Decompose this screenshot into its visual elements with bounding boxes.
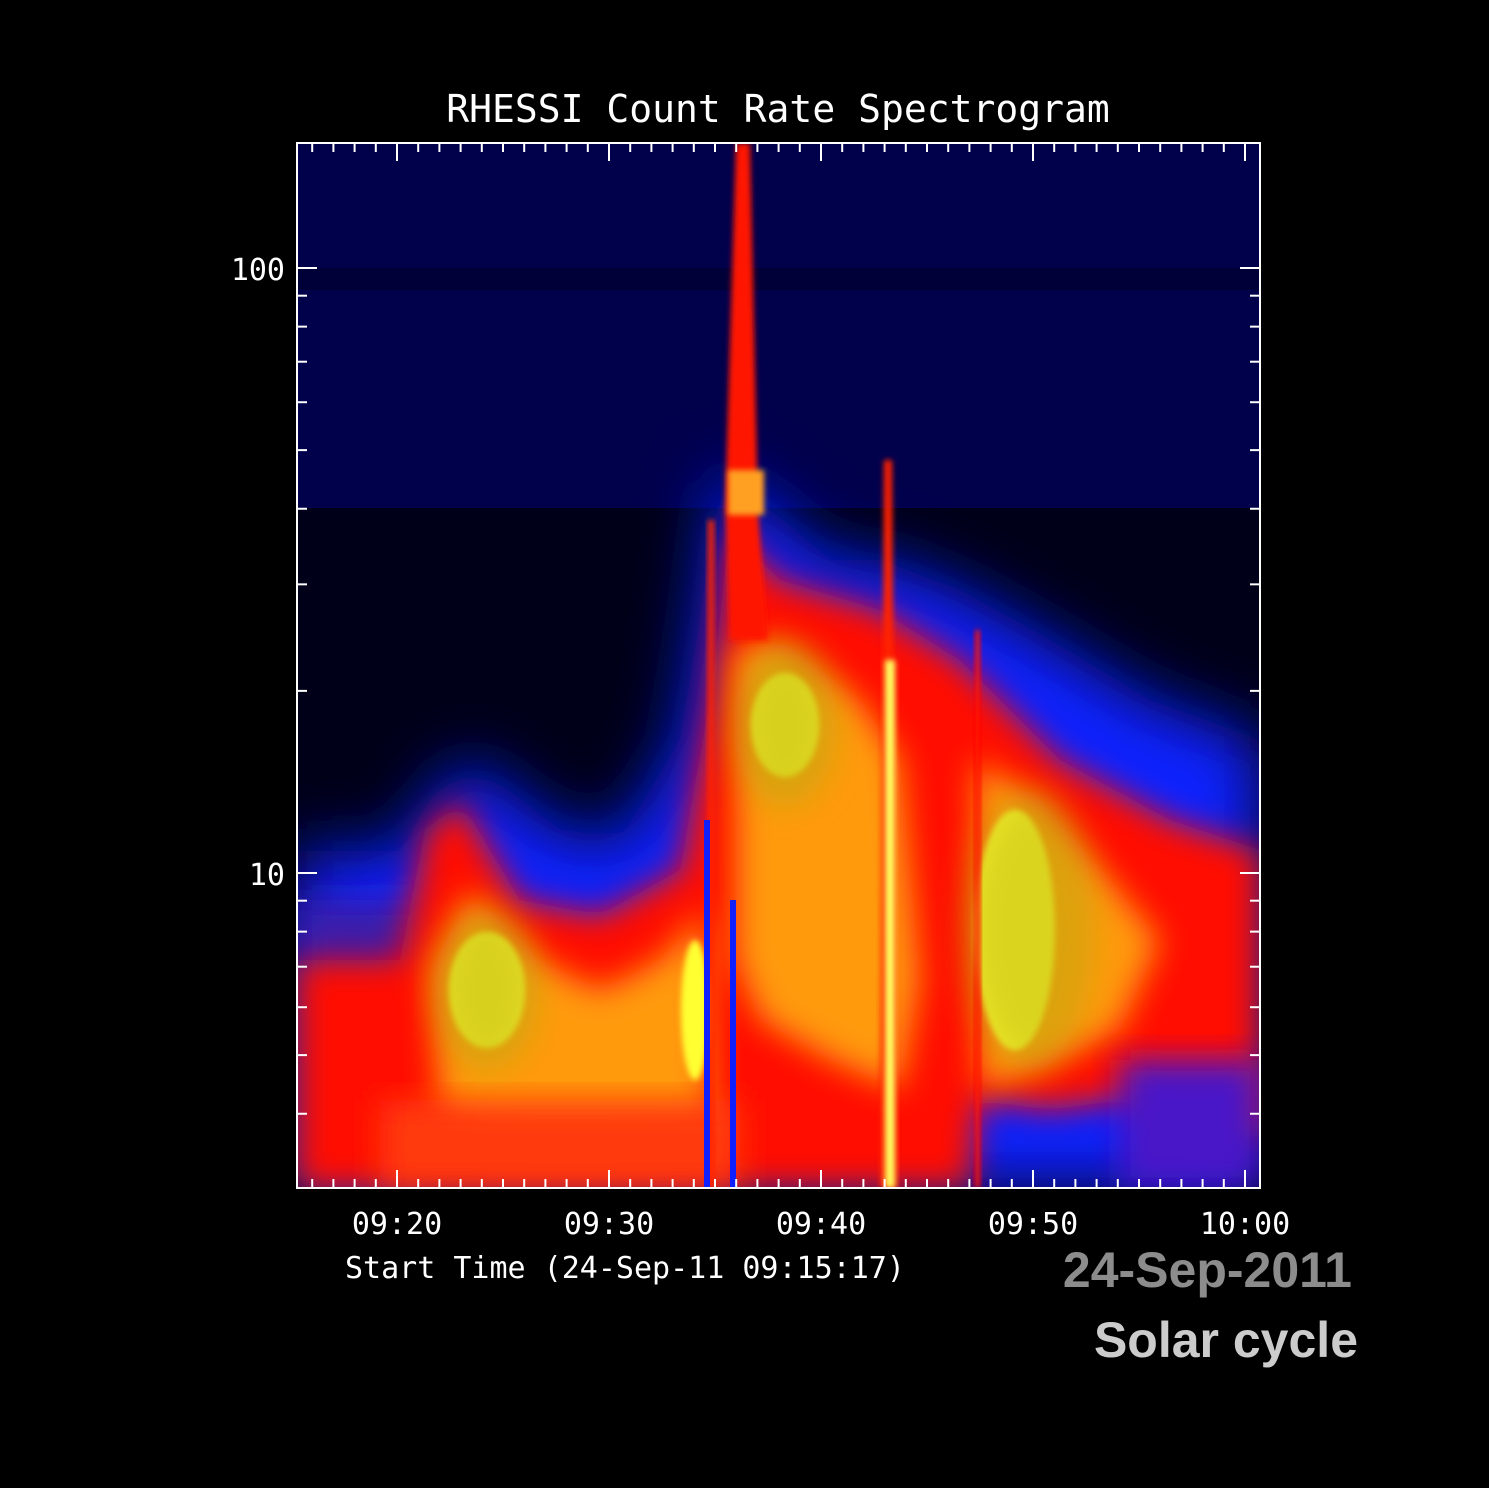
axis-ticks: [297, 143, 1260, 1188]
y-tick-label-100: 100: [231, 253, 285, 288]
spectrogram-heatmap: [297, 143, 1260, 1188]
x-tick-label-0930: 09:30: [564, 1207, 654, 1242]
watermark-date: 24-Sep-2011: [1063, 1242, 1352, 1298]
y-tick-label-10: 10: [249, 858, 285, 893]
x-tick-label-0920: 09:20: [352, 1207, 442, 1242]
x-tick-label-0940: 09:40: [776, 1207, 866, 1242]
x-axis-label: Start Time (24-Sep-11 09:15:17): [345, 1251, 905, 1286]
x-tick-label-0950: 09:50: [988, 1207, 1078, 1242]
x-tick-label-1000: 10:00: [1200, 1207, 1290, 1242]
watermark-caption: Solar cycle: [1094, 1312, 1358, 1368]
chart-title: RHESSI Count Rate Spectrogram: [446, 87, 1109, 131]
